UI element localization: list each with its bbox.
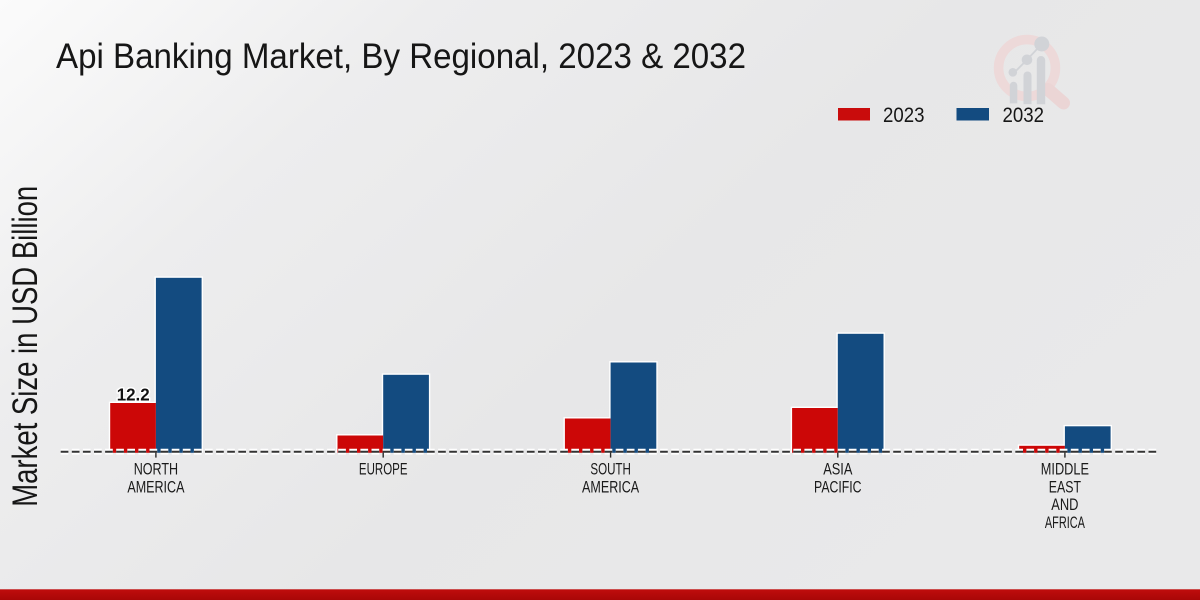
svg-text:EUROPE: EUROPE	[359, 460, 408, 478]
svg-text:AFRICA: AFRICA	[1045, 514, 1085, 532]
svg-text:2023: 2023	[883, 103, 925, 127]
svg-text:NORTH: NORTH	[134, 460, 178, 478]
svg-text:Market Size in USD Billion: Market Size in USD Billion	[6, 186, 45, 507]
svg-text:AMERICA: AMERICA	[127, 478, 184, 496]
svg-text:MIDDLE: MIDDLE	[1041, 460, 1089, 478]
svg-text:ASIA: ASIA	[823, 460, 852, 478]
svg-text:PACIFIC: PACIFIC	[814, 478, 862, 496]
svg-text:AMERICA: AMERICA	[582, 478, 639, 496]
svg-text:EAST: EAST	[1049, 478, 1081, 496]
svg-text:2032: 2032	[1003, 103, 1045, 127]
svg-text:SOUTH: SOUTH	[590, 460, 631, 478]
svg-text:Api Banking Market, By Regiona: Api Banking Market, By Regional, 2023 & …	[56, 37, 746, 76]
svg-text:12.2: 12.2	[117, 384, 150, 404]
svg-text:AND: AND	[1051, 496, 1078, 514]
